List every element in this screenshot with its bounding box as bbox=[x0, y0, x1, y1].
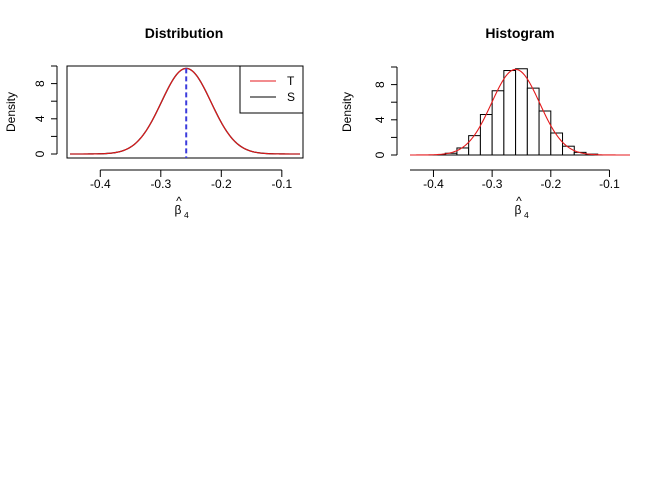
distribution-panel: Distribution -0.4 -0.3 -0.2 -0.1 0 4 8 Densit… bbox=[4, 25, 304, 220]
histogram-density-curve bbox=[410, 68, 630, 156]
distribution-x-label: β ^ 4 bbox=[175, 194, 189, 220]
density-curve-line bbox=[410, 68, 630, 156]
distribution-legend: T S bbox=[239, 65, 304, 114]
y-tick-label: 8 bbox=[33, 80, 47, 87]
legend-label-s: S bbox=[287, 90, 295, 104]
histogram-title: Histogram bbox=[485, 25, 554, 41]
x-tick-label: -0.3 bbox=[150, 177, 171, 191]
distribution-x-axis: -0.4 -0.3 -0.2 -0.1 bbox=[90, 169, 292, 191]
distribution-x-label-symbol: β bbox=[175, 203, 182, 217]
distribution-series bbox=[70, 67, 300, 158]
x-tick-label: -0.1 bbox=[271, 177, 292, 191]
histogram-x-label-symbol: β bbox=[515, 203, 522, 217]
histogram-bar bbox=[491, 90, 505, 156]
histogram-bar bbox=[503, 70, 517, 156]
distribution-x-label-subscript: 4 bbox=[184, 210, 189, 220]
y-tick-label: 0 bbox=[373, 151, 387, 158]
x-tick-label: -0.2 bbox=[211, 177, 232, 191]
y-tick-label: 4 bbox=[373, 116, 387, 123]
x-tick-label: -0.2 bbox=[540, 177, 561, 191]
histogram-bar bbox=[456, 147, 470, 156]
y-tick-label: 4 bbox=[33, 115, 47, 122]
histogram-x-label-hat: ^ bbox=[516, 194, 522, 208]
histogram-bar bbox=[468, 135, 481, 156]
y-tick-label: 0 bbox=[33, 150, 47, 157]
distribution-x-label-hat: ^ bbox=[176, 194, 182, 208]
histogram-bar bbox=[538, 110, 552, 156]
histogram-x-label-subscript: 4 bbox=[524, 210, 529, 220]
histogram-x-axis: -0.4 -0.3 -0.2 -0.1 bbox=[410, 169, 620, 191]
distribution-y-label: Density bbox=[4, 92, 18, 132]
x-tick-label: -0.4 bbox=[423, 177, 444, 191]
histogram-bars bbox=[410, 68, 630, 156]
x-tick-label: -0.3 bbox=[482, 177, 503, 191]
x-tick-label: -0.4 bbox=[90, 177, 111, 191]
histogram-bar bbox=[515, 68, 528, 156]
histogram-bar bbox=[550, 132, 564, 156]
histogram-panel: Histogram -0.4 -0.3 -0.2 -0.1 0 4 8 Density β… bbox=[340, 25, 630, 220]
y-tick-label: 8 bbox=[373, 81, 387, 88]
distribution-title: Distribution bbox=[145, 25, 224, 41]
histogram-y-axis: 0 4 8 bbox=[373, 66, 398, 158]
series-t-line bbox=[70, 67, 300, 155]
histogram-bar bbox=[479, 114, 493, 156]
legend-label-t: T bbox=[287, 74, 295, 88]
histogram-x-label: β ^ 4 bbox=[515, 194, 529, 220]
distribution-y-axis: 0 4 8 bbox=[33, 65, 58, 157]
histogram-y-label: Density bbox=[340, 92, 354, 132]
legend-box bbox=[239, 65, 304, 114]
x-tick-label: -0.1 bbox=[599, 177, 620, 191]
